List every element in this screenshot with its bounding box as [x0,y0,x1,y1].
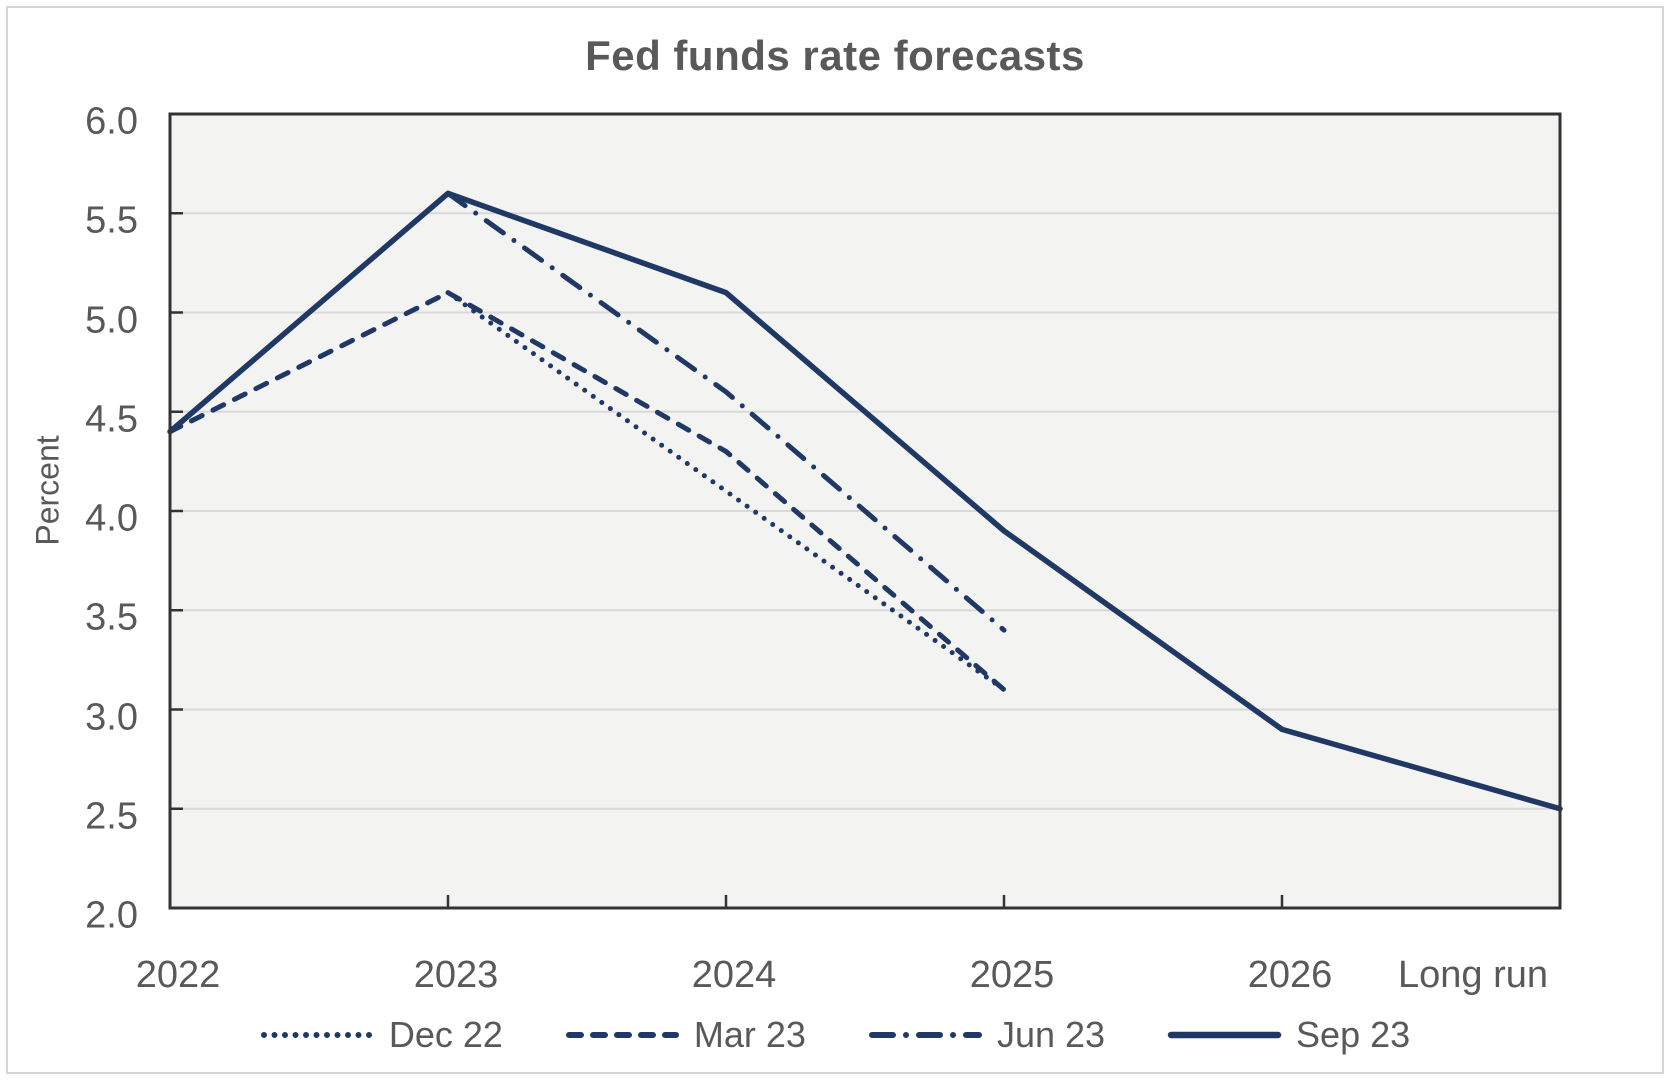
legend-item: Sep 23 [1167,1014,1410,1056]
legend-item: Mar 23 [565,1014,806,1056]
x-tick-label: 2025 [969,954,1055,996]
line-series-jun-23 [445,190,1007,633]
plot-border [168,112,1562,910]
x-tick-label: 2024 [691,954,777,996]
y-tick-label: 5.0 [85,299,138,341]
line-series-sep-23 [167,190,1563,812]
legend-label: Jun 23 [996,1014,1106,1055]
y-tick-label: 6.0 [85,100,138,143]
legend-label: Sep 23 [1296,1014,1411,1055]
x-tick-label: 2022 [135,954,221,996]
chart-figure: Fed funds rate forecasts Percent 2.0 2.5 3… [6,6,1664,1074]
line-series-mar-23 [167,290,1007,693]
y-tick-label: 4.0 [85,497,138,540]
x-tick-label: Long run [1397,954,1549,996]
x-tick-label: 2023 [413,954,499,996]
line-chart-canvas [167,112,1563,910]
chart-title: Fed funds rate forecasts [585,32,1085,79]
y-tick-label: 4.5 [85,398,138,441]
line-series-dec-22 [445,290,1007,693]
legend-label: Dec 22 [388,1014,503,1055]
legend-swatch-dashed-icon [565,1032,679,1038]
y-tick-label: 2.5 [85,795,138,838]
y-tick-label: 2.0 [85,894,138,937]
y-tick-label: 5.5 [85,199,138,242]
legend-item: Dec 22 [260,1014,503,1056]
chart-legend: Dec 22 Mar 23 Jun 23 Sep 23 [8,1014,1662,1056]
legend-swatch-dashdot-icon [868,1032,982,1038]
x-tick-label: 2026 [1247,954,1333,996]
legend-item: Jun 23 [868,1014,1105,1056]
legend-swatch-solid-icon [1167,1031,1282,1039]
y-tick-label: 3.5 [85,596,138,639]
y-tick-label: 3.0 [85,696,138,738]
legend-swatch-dotted-icon [260,1032,374,1038]
legend-label: Mar 23 [693,1014,806,1055]
